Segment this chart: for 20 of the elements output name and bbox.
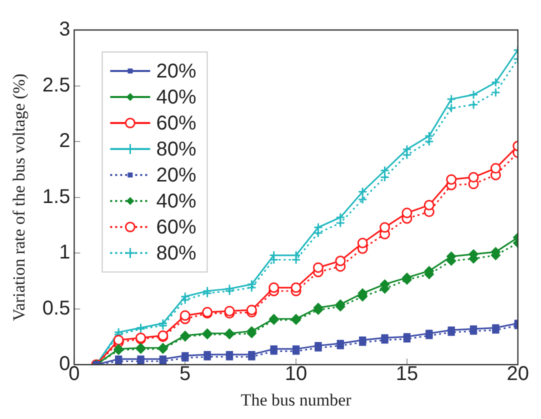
legend-label: 60% <box>156 112 196 135</box>
x-tick-label: 10 <box>284 363 308 386</box>
y-axis-title: Variation rate of the bus voltage (%) <box>10 74 29 321</box>
y-tick-label: 2 <box>59 130 70 152</box>
legend-label: 60% <box>156 216 196 239</box>
legend-label: 20% <box>156 60 196 83</box>
y-tick-label: 2.5 <box>42 74 70 96</box>
x-tick-label: 20 <box>506 363 529 386</box>
legend-label: 40% <box>156 190 196 213</box>
x-tick-label: 15 <box>396 363 418 386</box>
y-tick-label: 1.5 <box>42 186 70 208</box>
y-tick-label: 3 <box>59 18 70 41</box>
x-axis-title: The bus number <box>240 390 352 410</box>
y-tick-label: 0.5 <box>42 297 70 320</box>
y-tick-label: 1 <box>59 242 70 264</box>
x-tick-label: 5 <box>180 363 191 386</box>
legend-label: 40% <box>156 86 196 109</box>
legend-label: 20% <box>156 164 196 187</box>
legend-label: 80% <box>156 242 196 265</box>
legend-label: 80% <box>156 138 196 161</box>
